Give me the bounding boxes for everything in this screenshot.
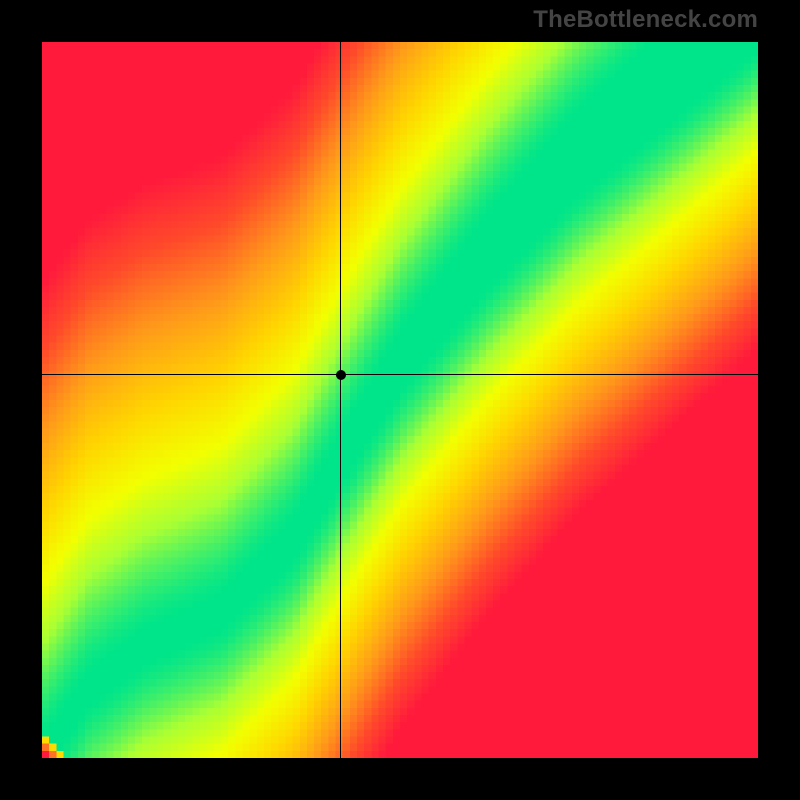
heatmap-canvas: [42, 42, 758, 758]
crosshair-vertical: [340, 42, 341, 758]
crosshair-horizontal: [42, 374, 758, 375]
selected-point-marker: [336, 370, 346, 380]
chart-container: TheBottleneck.com: [0, 0, 800, 800]
source-watermark: TheBottleneck.com: [533, 6, 758, 34]
